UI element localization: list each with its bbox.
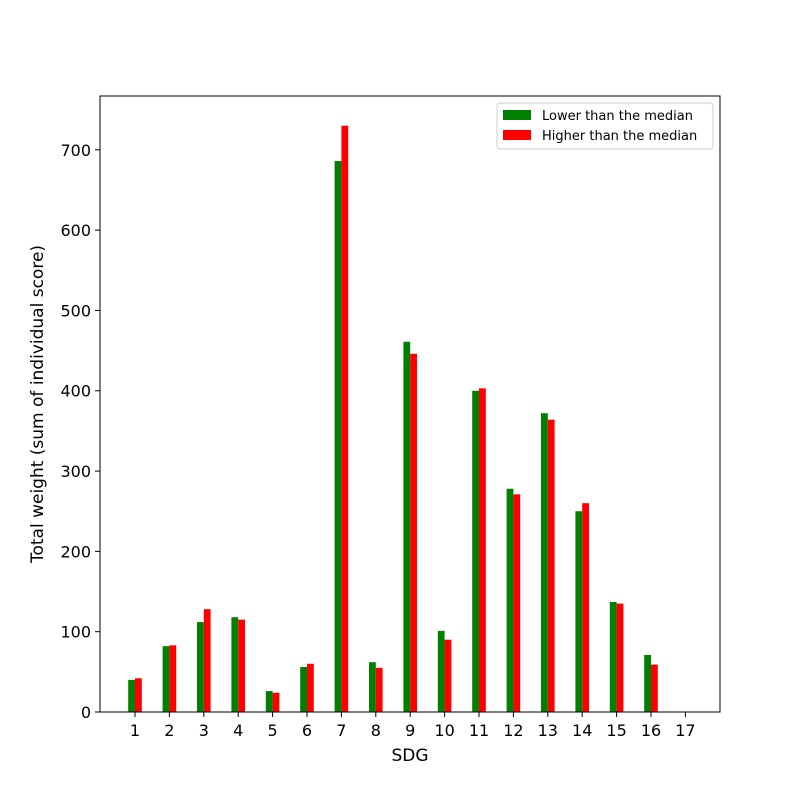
y-tick-label: 700 [60, 141, 91, 160]
bar-higher-sdg-14 [582, 503, 589, 712]
bar-higher-sdg-5 [272, 692, 280, 712]
x-tick-label: 4 [233, 721, 243, 740]
bar-higher-sdg-9 [410, 353, 417, 712]
legend: Lower than the median Higher than the me… [496, 102, 714, 150]
legend-swatch-lower [503, 110, 531, 120]
y-tick-label: 300 [60, 462, 91, 481]
bar-higher-sdg-16 [651, 664, 658, 712]
bar-lower-sdg-7 [334, 161, 342, 713]
bar-lower-sdg-1 [128, 679, 135, 712]
bar-higher-sdg-1 [135, 678, 142, 712]
bar-lower-sdg-14 [575, 511, 583, 712]
x-tick-label: 12 [503, 721, 523, 740]
x-tick-label: 3 [199, 721, 209, 740]
y-axis-label: Total weight (sum of individual score) [28, 245, 48, 564]
bar-lower-sdg-16 [644, 654, 651, 712]
bar-lower-sdg-12 [506, 488, 514, 712]
plot-frame [99, 95, 721, 713]
x-axis-label: SDG [391, 746, 428, 766]
bar-lower-sdg-13 [541, 413, 548, 712]
bar-lower-sdg-11 [472, 390, 479, 712]
x-tick-label: 14 [572, 721, 592, 740]
bar-higher-sdg-12 [513, 494, 521, 712]
x-tick-label: 16 [641, 721, 661, 740]
x-tick-label: 10 [434, 721, 454, 740]
bars-group [128, 125, 658, 713]
x-tick-label: 7 [336, 721, 346, 740]
x-tick-label: 8 [371, 721, 381, 740]
x-tick-label: 5 [268, 721, 278, 740]
bar-lower-sdg-15 [609, 601, 617, 712]
x-tick-label: 6 [302, 721, 312, 740]
x-tick-label: 9 [405, 721, 415, 740]
bar-higher-sdg-4 [238, 619, 245, 712]
y-tick-label: 600 [60, 221, 91, 240]
legend-swatch-higher [503, 130, 531, 140]
bar-higher-sdg-7 [341, 125, 349, 713]
bar-higher-sdg-2 [169, 645, 177, 712]
y-tick-label: 0 [81, 703, 91, 722]
bar-lower-sdg-3 [197, 622, 204, 712]
x-tick-label: 15 [606, 721, 626, 740]
bar-lower-sdg-2 [162, 646, 170, 712]
x-tick-label: 13 [538, 721, 558, 740]
x-tick-label: 1 [130, 721, 140, 740]
y-axis-ticks: 0 100 200 300 400 500 600 700 [60, 141, 100, 722]
bar-higher-sdg-10 [444, 639, 452, 712]
bar-higher-sdg-11 [479, 388, 486, 712]
bar-higher-sdg-6 [307, 663, 314, 712]
x-tick-label: 11 [469, 721, 489, 740]
bar-higher-sdg-13 [547, 419, 555, 712]
y-tick-label: 400 [60, 382, 91, 401]
bar-higher-sdg-8 [375, 667, 383, 712]
legend-box [496, 102, 714, 150]
x-axis-ticks: 1 2 3 4 5 6 7 8 9 10 11 12 13 14 15 16 17 [130, 712, 696, 740]
y-tick-label: 100 [60, 623, 91, 642]
bar-higher-sdg-15 [616, 603, 624, 712]
legend-label-higher: Higher than the median [542, 129, 697, 144]
x-tick-label: 17 [675, 721, 695, 740]
bar-higher-sdg-3 [203, 609, 211, 712]
bar-lower-sdg-5 [265, 691, 273, 712]
y-tick-label: 500 [60, 301, 91, 320]
bar-lower-sdg-8 [369, 662, 376, 712]
bar-lower-sdg-10 [437, 630, 445, 712]
bar-lower-sdg-4 [231, 617, 239, 712]
legend-label-lower: Lower than the median [542, 109, 693, 124]
y-tick-label: 200 [60, 542, 91, 561]
bar-lower-sdg-6 [300, 667, 307, 712]
x-tick-label: 2 [164, 721, 174, 740]
bar-lower-sdg-9 [403, 341, 411, 712]
